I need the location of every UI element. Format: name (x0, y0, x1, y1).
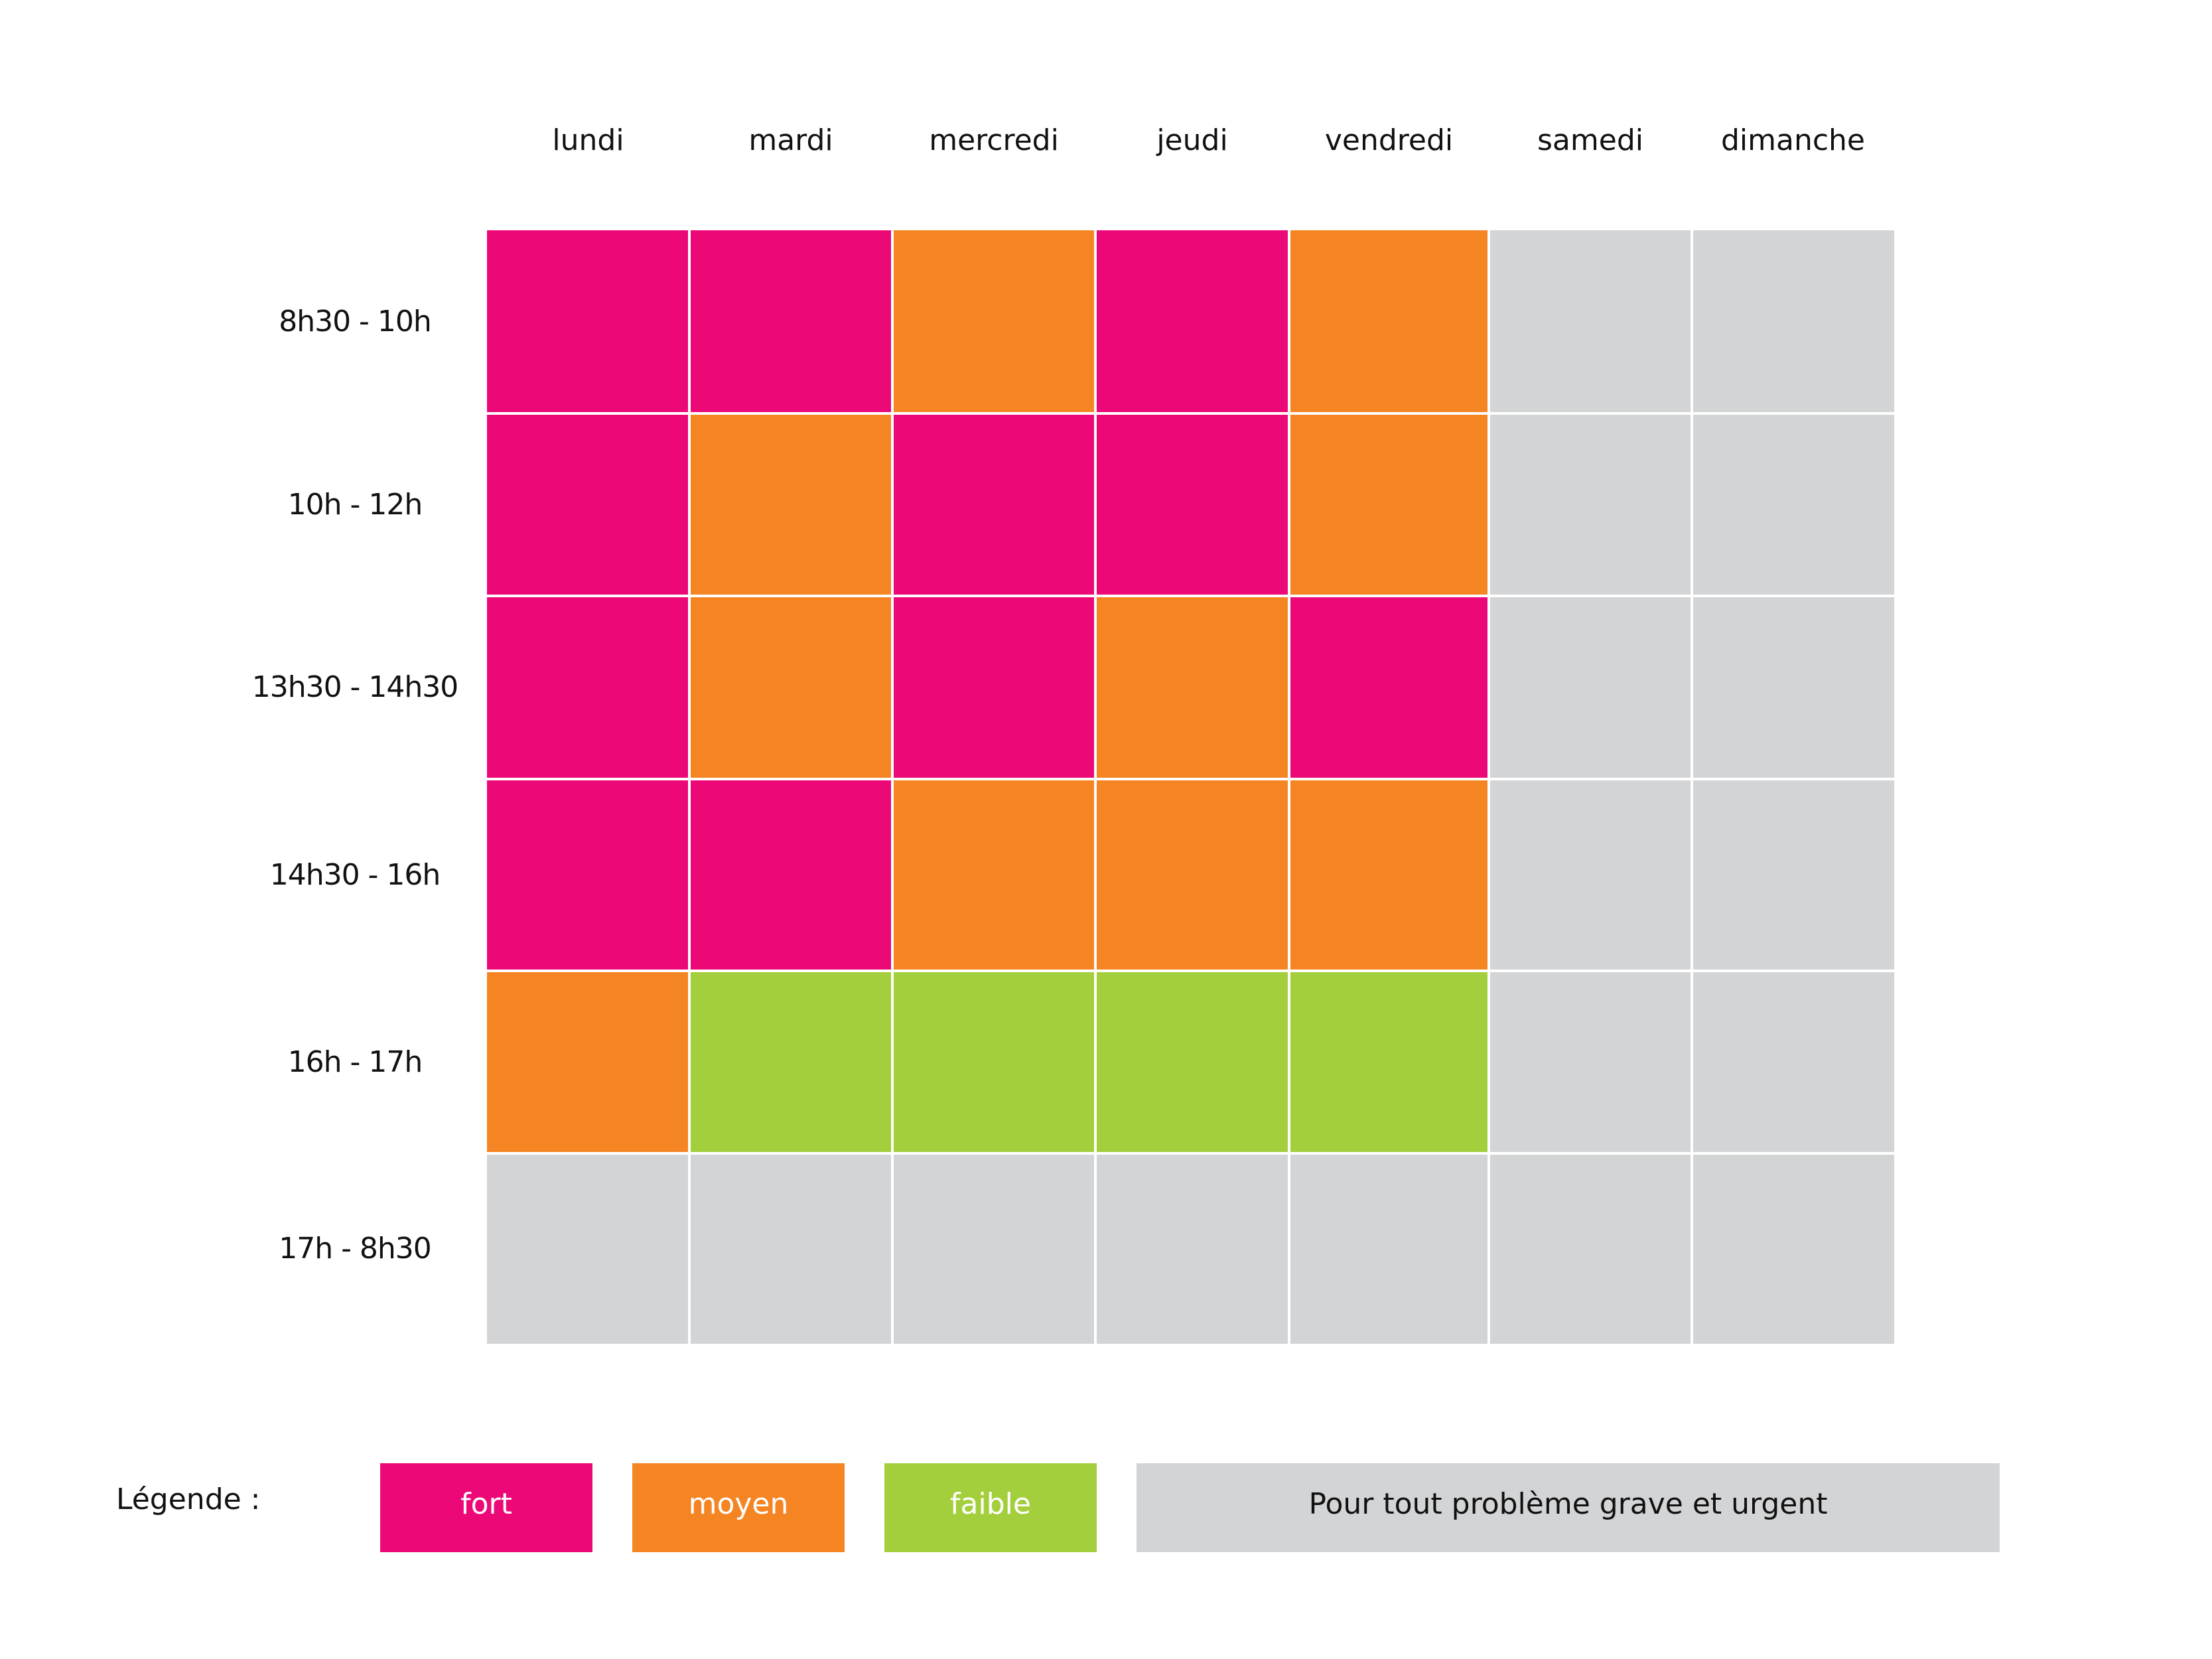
day-label-5: samedi (1537, 123, 1643, 157)
heatmap-cell-r2-c1 (691, 597, 891, 778)
heatmap-cell-r1-c3 (1097, 415, 1288, 595)
heatmap-cell-r4-c4 (1290, 972, 1487, 1152)
heatmap-cell-r3-c1 (691, 780, 891, 970)
heatmap-cell-r2-c3 (1097, 597, 1288, 778)
heatmap-cell-r3-c6 (1693, 780, 1894, 970)
heatmap-cell-r1-c2 (894, 415, 1094, 595)
heatmap-cell-r4-c6 (1693, 972, 1894, 1152)
heatmap-cell-r0-c3 (1097, 230, 1288, 412)
heatmap-cell-r4-c1 (691, 972, 891, 1152)
heatmap-cell-r2-c0 (487, 597, 688, 778)
heatmap-cell-r4-c0 (487, 972, 688, 1152)
time-slot-label-2: 13h30 - 14h30 (251, 670, 459, 704)
heatmap-cell-r0-c2 (894, 230, 1094, 412)
time-slot-label-5: 17h - 8h30 (279, 1231, 432, 1265)
heatmap-cell-r3-c2 (894, 780, 1094, 970)
heatmap-cell-r5-c4 (1290, 1155, 1487, 1344)
legend-item-faible: faible (884, 1463, 1097, 1552)
heatmap-cell-r1-c0 (487, 415, 688, 595)
time-slot-label-1: 10h - 12h (287, 487, 423, 522)
heatmap-cell-r3-c5 (1490, 780, 1691, 970)
legend-item-moyen: moyen (632, 1463, 845, 1552)
legend-item-fort: fort (380, 1463, 592, 1552)
heatmap-cell-r2-c4 (1290, 597, 1487, 778)
time-slot-label-4: 16h - 17h (287, 1045, 423, 1079)
heatmap-cell-r0-c4 (1290, 230, 1487, 412)
heatmap-cell-r1-c6 (1693, 415, 1894, 595)
heatmap-cell-r4-c5 (1490, 972, 1691, 1152)
time-slot-label-3: 14h30 - 16h (269, 857, 441, 892)
day-label-3: jeudi (1156, 123, 1228, 157)
heatmap-cell-r4-c2 (894, 972, 1094, 1152)
heatmap-cell-r0-c6 (1693, 230, 1894, 412)
heatmap-cell-r1-c5 (1490, 415, 1691, 595)
heatmap-cell-r3-c4 (1290, 780, 1487, 970)
heatmap-cell-r0-c1 (691, 230, 891, 412)
heatmap-cell-r5-c1 (691, 1155, 891, 1344)
legend-title: Légende : (116, 1482, 261, 1516)
time-slot-label-0: 8h30 - 10h (279, 305, 432, 338)
day-label-6: dimanche (1720, 123, 1865, 157)
day-label-0: lundi (552, 123, 624, 157)
heatmap-cell-r2-c6 (1693, 597, 1894, 778)
heatmap-cell-r5-c6 (1693, 1155, 1894, 1344)
heatmap-cell-r3-c3 (1097, 780, 1288, 970)
heatmap-cell-r1-c1 (691, 415, 891, 595)
heatmap-cell-r2-c2 (894, 597, 1094, 778)
day-label-4: vendredi (1324, 123, 1454, 157)
heatmap-cell-r5-c5 (1490, 1155, 1691, 1344)
heatmap-cell-r5-c3 (1097, 1155, 1288, 1344)
heatmap-cell-r3-c0 (487, 780, 688, 970)
day-label-1: mardi (748, 123, 833, 157)
heatmap-cell-r2-c5 (1490, 597, 1691, 778)
heatmap-cell-r1-c4 (1290, 415, 1487, 595)
heatmap-cell-r4-c3 (1097, 972, 1288, 1152)
heatmap-cell-r0-c5 (1490, 230, 1691, 412)
heatmap-cell-r0-c0 (487, 230, 688, 412)
heatmap-cell-r5-c2 (894, 1155, 1094, 1344)
heatmap-cell-r5-c0 (487, 1155, 688, 1344)
legend-item-urgent: Pour tout problème grave et urgent (1137, 1463, 2000, 1552)
day-label-2: mercredi (929, 123, 1059, 157)
